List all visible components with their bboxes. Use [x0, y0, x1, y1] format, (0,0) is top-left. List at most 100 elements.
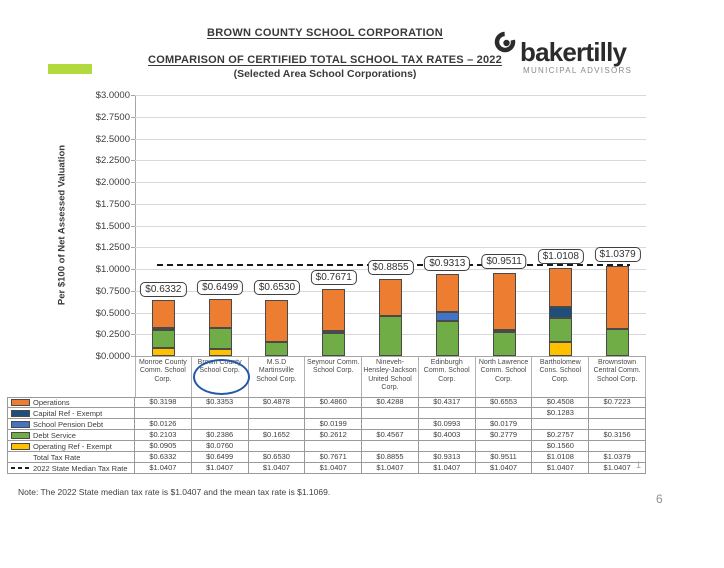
category-label-6: North Lawrence Comm. School Corp. — [476, 357, 533, 397]
bar-segment-debt_service-6 — [492, 332, 516, 356]
bar-segment-debt_service-1 — [208, 328, 232, 349]
bar-segment-operations-8 — [606, 266, 630, 329]
legend-cell-2: School Pension Debt — [7, 419, 135, 430]
table-cell-r0-c1: $0.3353 — [191, 397, 249, 408]
table-cell-r2-c5: $0.0993 — [418, 419, 476, 430]
table-cell-r3-c6: $0.2779 — [475, 430, 533, 441]
legend-cell-0: Operations — [7, 397, 135, 408]
table-cell-r3-c5: $0.4003 — [418, 430, 476, 441]
y-tick-label: $0.2500 — [95, 329, 130, 341]
bar-segment-operations-6 — [492, 273, 516, 330]
legend-label-6: 2022 State Median Tax Rate — [33, 463, 128, 473]
table-cell-r2-c1 — [191, 419, 249, 430]
bar-segment-school_pension-6 — [492, 330, 516, 332]
bar-segment-operating_ref-1 — [208, 349, 232, 356]
category-label-2: M.S.D Martinsville School Corp. — [249, 357, 306, 397]
gridline — [135, 95, 646, 96]
y-tick-mark — [131, 95, 135, 96]
table-cell-r4-c0: $0.0905 — [135, 441, 192, 452]
table-cell-r6-c6: $1.0407 — [475, 463, 533, 474]
table-cell-r4-c1: $0.0760 — [191, 441, 249, 452]
table-cell-r0-c7: $0.4508 — [532, 397, 590, 408]
table-cell-r5-c4: $0.8855 — [362, 452, 419, 463]
page-subtitle: COMPARISON OF CERTIFIED TOTAL SCHOOL TAX… — [148, 54, 502, 66]
table-cell-r3-c0: $0.2103 — [135, 430, 192, 441]
y-tick-mark — [131, 225, 135, 227]
data-table-frame — [7, 397, 646, 474]
median-line-legend-symbol — [11, 467, 30, 469]
table-cell-r5-c8: $1.0379 — [589, 452, 646, 463]
table-cell-r5-c5: $0.9313 — [418, 452, 476, 463]
y-axis-title: Per $100 of Net Assessed Valuation — [56, 144, 68, 306]
bar-segment-operating_ref-0 — [151, 348, 175, 356]
legend-cell-4: Operating Ref - Exempt — [7, 441, 135, 452]
table-cell-r2-c4 — [362, 419, 419, 430]
table-cell-r5-c6: $0.9511 — [475, 452, 533, 463]
table-cell-r4-c2 — [248, 441, 306, 452]
table-cell-r1-c1 — [191, 408, 249, 419]
table-cell-r0-c0: $0.3198 — [135, 397, 192, 408]
table-cell-r0-c2: $0.4878 — [248, 397, 306, 408]
y-tick-label: $3.0000 — [95, 90, 130, 101]
bar-segment-operations-1 — [208, 299, 232, 328]
y-tick-mark — [131, 160, 135, 162]
table-cell-r6-c5: $1.0407 — [418, 463, 476, 474]
y-tick-mark — [131, 356, 135, 357]
total-callout-5: $0.9313 — [424, 255, 471, 271]
x-axis-label-row — [135, 357, 647, 397]
page-number: 6 — [656, 492, 663, 506]
category-label-4: Nineveh-Hensley-Jackson United School Co… — [362, 357, 419, 397]
table-cell-r2-c6: $0.0179 — [475, 419, 533, 430]
legend-label-3: Debt Service — [33, 430, 76, 440]
y-tick-mark — [131, 247, 135, 249]
table-cell-r6-c7: $1.0407 — [532, 463, 590, 474]
logo-tagline: MUNICIPAL ADVISORS — [523, 66, 633, 75]
bar-segment-operations-7 — [549, 268, 573, 307]
bakertilly-logo-icon — [494, 31, 516, 53]
legend-swatch-1 — [11, 409, 30, 417]
table-cell-r1-c7: $0.1283 — [532, 408, 590, 419]
table-cell-r4-c5 — [418, 441, 476, 452]
legend-swatch-4 — [11, 442, 30, 450]
category-label-0: Monroe County Comm. School Corp. — [135, 357, 192, 397]
bar-segment-operations-3 — [322, 289, 346, 331]
table-cell-r1-c0 — [135, 408, 192, 419]
bar-segment-school_pension-3 — [322, 331, 346, 333]
table-cell-r4-c6 — [475, 441, 533, 452]
table-cell-r5-c7: $1.0108 — [532, 452, 590, 463]
table-cell-r1-c6 — [475, 408, 533, 419]
gridline — [135, 247, 646, 249]
gridline — [135, 225, 646, 227]
legend-label-2: School Pension Debt — [33, 419, 104, 429]
bar-segment-debt_service-5 — [435, 321, 459, 356]
bar-segment-school_pension-0 — [151, 328, 175, 330]
category-label-8: Brownstown Central Comm. School Corp. — [589, 357, 646, 397]
legend-cell-3: Debt Service — [7, 430, 135, 441]
bar-segment-debt_service-0 — [151, 330, 175, 348]
table-cell-r4-c8 — [589, 441, 646, 452]
table-cell-r2-c8 — [589, 419, 646, 430]
legend-swatch-0 — [11, 398, 30, 406]
total-callout-8: $1.0379 — [594, 246, 641, 262]
y-tick-mark — [131, 312, 135, 314]
table-cell-r1-c2 — [248, 408, 306, 419]
total-callout-3: $0.7671 — [310, 270, 357, 286]
total-callout-7: $1.0108 — [537, 249, 584, 265]
table-cell-r3-c1: $0.2386 — [191, 430, 249, 441]
bar-segment-debt_service-7 — [549, 318, 573, 342]
y-tick-label: $0.5000 — [95, 307, 130, 319]
page-subtitle-2: (Selected Area School Corporations) — [233, 68, 417, 80]
table-cell-r5-c0: $0.6332 — [135, 452, 192, 463]
y-tick-label: $1.5000 — [95, 220, 130, 232]
bar-segment-operations-4 — [379, 279, 402, 316]
y-tick-label: $1.7500 — [95, 198, 130, 210]
table-cell-r5-c2: $0.6530 — [248, 452, 306, 463]
x-axis-line — [135, 356, 646, 357]
table-cell-r6-c8: $1.0407 — [589, 463, 646, 474]
table-cell-r6-c3: $1.0407 — [305, 463, 363, 474]
table-cell-r5-c3: $0.7671 — [305, 452, 363, 463]
bar-segment-debt_service-3 — [322, 333, 346, 356]
y-tick-mark — [131, 203, 135, 205]
category-label-7: Bartholomew Cons. School Corp. — [532, 357, 590, 397]
